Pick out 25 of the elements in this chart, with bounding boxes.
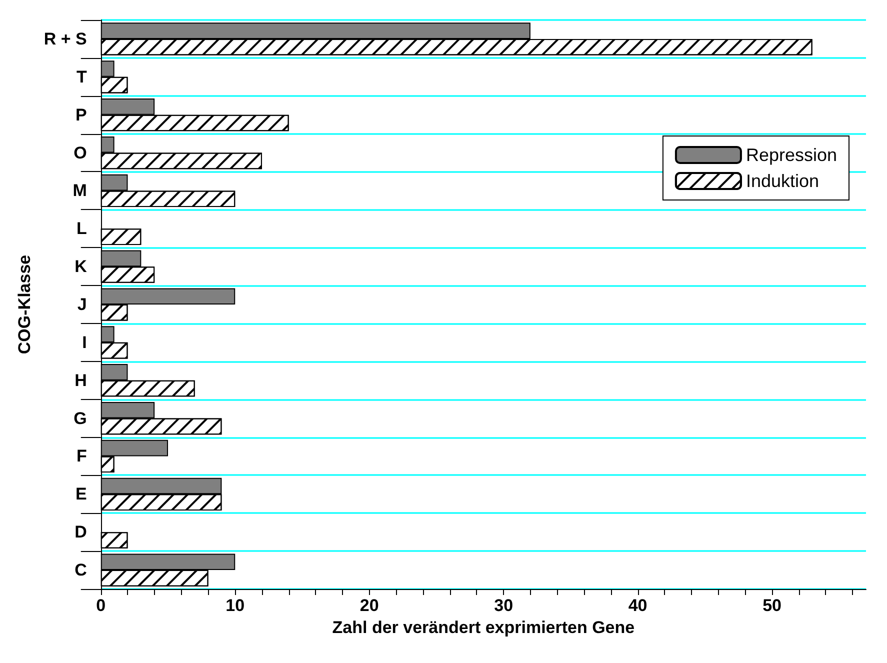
y-tick-label: P bbox=[76, 105, 87, 124]
y-tick-label: F bbox=[76, 446, 87, 466]
y-tick-label: L bbox=[76, 219, 87, 238]
x-tick-label: 0 bbox=[96, 596, 106, 615]
y-tick-label: R + S bbox=[44, 29, 87, 48]
y-tick-label: C bbox=[74, 560, 87, 580]
y-tick-label: E bbox=[76, 484, 87, 504]
x-tick-label: 10 bbox=[226, 596, 245, 615]
y-tick-label: D bbox=[74, 522, 87, 542]
x-tick-label: 50 bbox=[762, 596, 782, 615]
x-tick-label: 30 bbox=[494, 596, 514, 615]
y-tick-label: I bbox=[82, 332, 87, 352]
y-tick-label: J bbox=[77, 295, 87, 314]
x-axis-title: Zahl der verändert exprimierten Gene bbox=[332, 618, 635, 637]
y-tick-label: H bbox=[74, 370, 87, 390]
y-tick-label: O bbox=[74, 143, 87, 162]
y-tick-label: T bbox=[76, 67, 88, 86]
x-tick-label: 20 bbox=[360, 596, 379, 615]
legend-label: Repression bbox=[746, 145, 837, 165]
y-tick-label: M bbox=[72, 181, 87, 200]
legend-label: Induktion bbox=[746, 171, 820, 191]
x-tick-label: 40 bbox=[628, 596, 648, 615]
y-tick-label: G bbox=[74, 408, 87, 428]
y-tick-label: K bbox=[74, 257, 88, 276]
y-axis-title: COG-Klasse bbox=[15, 254, 34, 354]
